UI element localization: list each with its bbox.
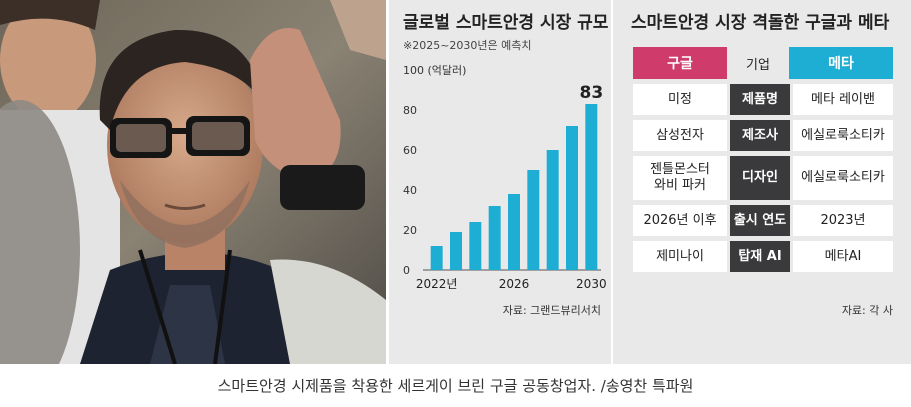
meta-cell: 에실로룩소티카 xyxy=(793,156,893,200)
table-row: 제미나이 탑재 AI 메타AI xyxy=(633,241,893,272)
table-row: 2026년 이후 출시 연도 2023년 xyxy=(633,205,893,236)
bar-2027 xyxy=(527,170,540,270)
key-cell: 탑재 AI xyxy=(730,241,790,272)
market-size-chart: 글로벌 스마트안경 시장 규모 ※2025~2030년은 예측치 0 20 40 60… xyxy=(389,0,611,364)
comparison-title: 스마트안경 시장 격돌한 구글과 메타 xyxy=(631,13,890,33)
header-company: 기업 xyxy=(746,57,770,73)
key-cell: 출시 연도 xyxy=(730,205,790,236)
google-cell: 2026년 이후 xyxy=(633,205,727,236)
bar-2026 xyxy=(508,194,520,270)
header-meta: 메타 xyxy=(789,47,893,79)
y-tick-label: 60 xyxy=(403,144,417,157)
bar-2023 xyxy=(450,232,462,270)
y-tick-label: 0 xyxy=(403,264,410,277)
y-axis-unit-label: 100 (억달러) xyxy=(403,64,466,77)
bar-2028 xyxy=(546,150,559,270)
bar-2025 xyxy=(488,206,501,270)
bar-2029 xyxy=(566,126,578,270)
x-tick-label: 2026 xyxy=(499,277,530,291)
news-photo xyxy=(0,0,386,364)
key-cell: 제품명 xyxy=(730,84,790,115)
y-tick-label: 20 xyxy=(403,224,417,237)
x-tick-label: 2030 xyxy=(576,277,607,291)
key-cell: 디자인 xyxy=(730,156,790,200)
google-cell: 젠틀몬스터 와비 파커 xyxy=(633,156,727,200)
meta-cell: 메타AI xyxy=(793,241,893,272)
y-tick-label: 40 xyxy=(403,184,417,197)
table-row: 삼성전자 제조사 에실로룩소티카 xyxy=(633,120,893,151)
comparison-source: 자료: 각 사 xyxy=(841,304,893,317)
value-label: 83 xyxy=(579,83,603,103)
table-row: 미정 제품명 메타 레이밴 xyxy=(633,84,893,115)
bar-2030 xyxy=(585,104,598,270)
google-cell: 제미나이 xyxy=(633,241,727,272)
comparison-table: 스마트안경 시장 격돌한 구글과 메타 구글 기업 메타 미정 제품명 메타 레… xyxy=(613,0,911,364)
header-google: 구글 xyxy=(633,47,727,79)
bar-2024 xyxy=(469,222,482,270)
x-tick-label: 2022년 xyxy=(416,277,458,291)
meta-cell: 에실로룩소티카 xyxy=(793,120,893,151)
photo-illustration xyxy=(0,0,386,364)
photo-caption: 스마트안경 시제품을 착용한 세르게이 브린 구글 공동창업자. /송영찬 특파… xyxy=(217,377,694,395)
bar-chart-svg: 0 20 40 60 80 100 (억달러) 83 2022년 2026 2030 xyxy=(403,64,607,291)
y-tick-label: 80 xyxy=(403,104,417,117)
key-cell: 제조사 xyxy=(730,120,790,151)
google-cell: 미정 xyxy=(633,84,727,115)
meta-cell: 메타 레이밴 xyxy=(793,84,893,115)
chart-source: 자료: 그랜드뷰리서치 xyxy=(502,304,601,317)
google-cell: 삼성전자 xyxy=(633,120,727,151)
bar-2022년 xyxy=(430,246,443,270)
table-row: 젠틀몬스터 와비 파커 디자인 에실로룩소티카 xyxy=(633,156,893,200)
chart-forecast-note: ※2025~2030년은 예측치 xyxy=(403,39,532,52)
meta-cell: 2023년 xyxy=(793,205,893,236)
chart-title: 글로벌 스마트안경 시장 규모 xyxy=(403,13,609,33)
